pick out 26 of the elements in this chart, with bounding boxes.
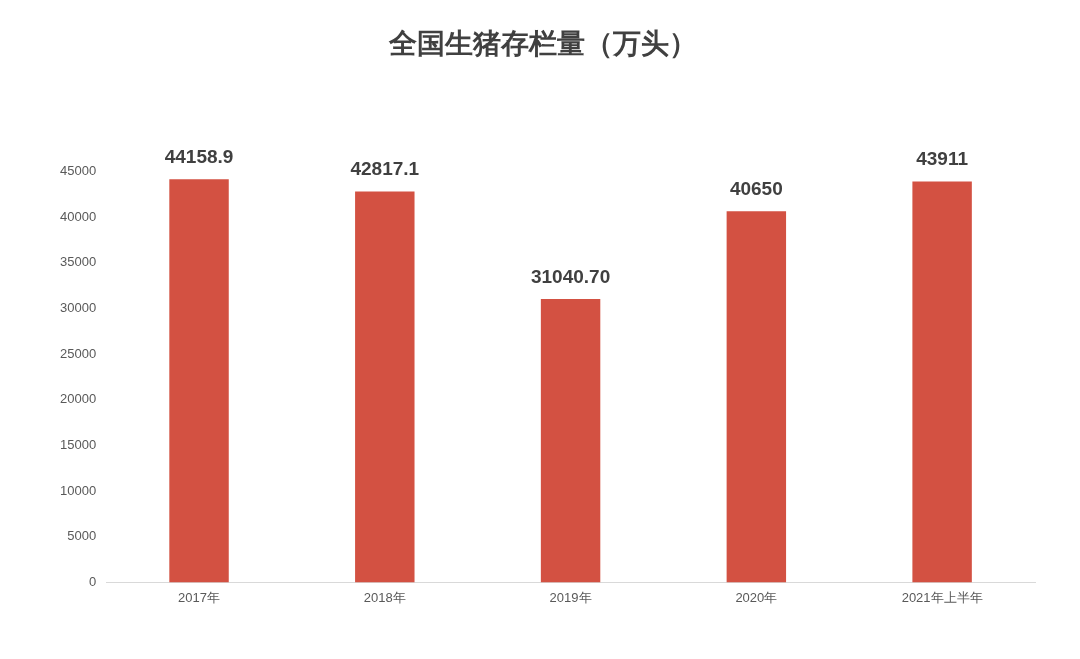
y-tick-label: 5000 bbox=[67, 528, 97, 544]
y-tick-label: 35000 bbox=[59, 254, 97, 270]
y-tick-label: 20000 bbox=[59, 391, 97, 407]
data-label: 44158.9 bbox=[164, 146, 234, 168]
bar bbox=[726, 211, 787, 583]
y-tick-label: 0 bbox=[88, 573, 97, 589]
x-tick-label: 2017年 bbox=[178, 589, 220, 605]
bar bbox=[540, 299, 601, 583]
data-label: 42817.1 bbox=[350, 158, 420, 180]
y-tick-label: 10000 bbox=[59, 482, 97, 498]
bar bbox=[912, 181, 972, 583]
data-label: 40650 bbox=[729, 178, 783, 200]
y-tick-label: 45000 bbox=[59, 163, 97, 179]
x-tick-label: 2018年 bbox=[363, 589, 406, 605]
data-label: 31040.70 bbox=[530, 265, 611, 287]
chart-title: 全国生猪存栏量（万头） bbox=[387, 27, 697, 59]
x-tick-label: 2021年上半年 bbox=[901, 589, 983, 605]
bar bbox=[169, 179, 229, 583]
y-tick-label: 40000 bbox=[59, 208, 97, 224]
y-tick-label: 15000 bbox=[59, 437, 97, 453]
x-tick-label: 2019年 bbox=[549, 589, 592, 605]
y-tick-label: 30000 bbox=[59, 300, 97, 316]
x-tick-label: 2020年 bbox=[735, 589, 778, 605]
y-tick-label: 25000 bbox=[59, 345, 97, 361]
data-label: 43911 bbox=[916, 148, 969, 170]
bar bbox=[355, 191, 415, 583]
